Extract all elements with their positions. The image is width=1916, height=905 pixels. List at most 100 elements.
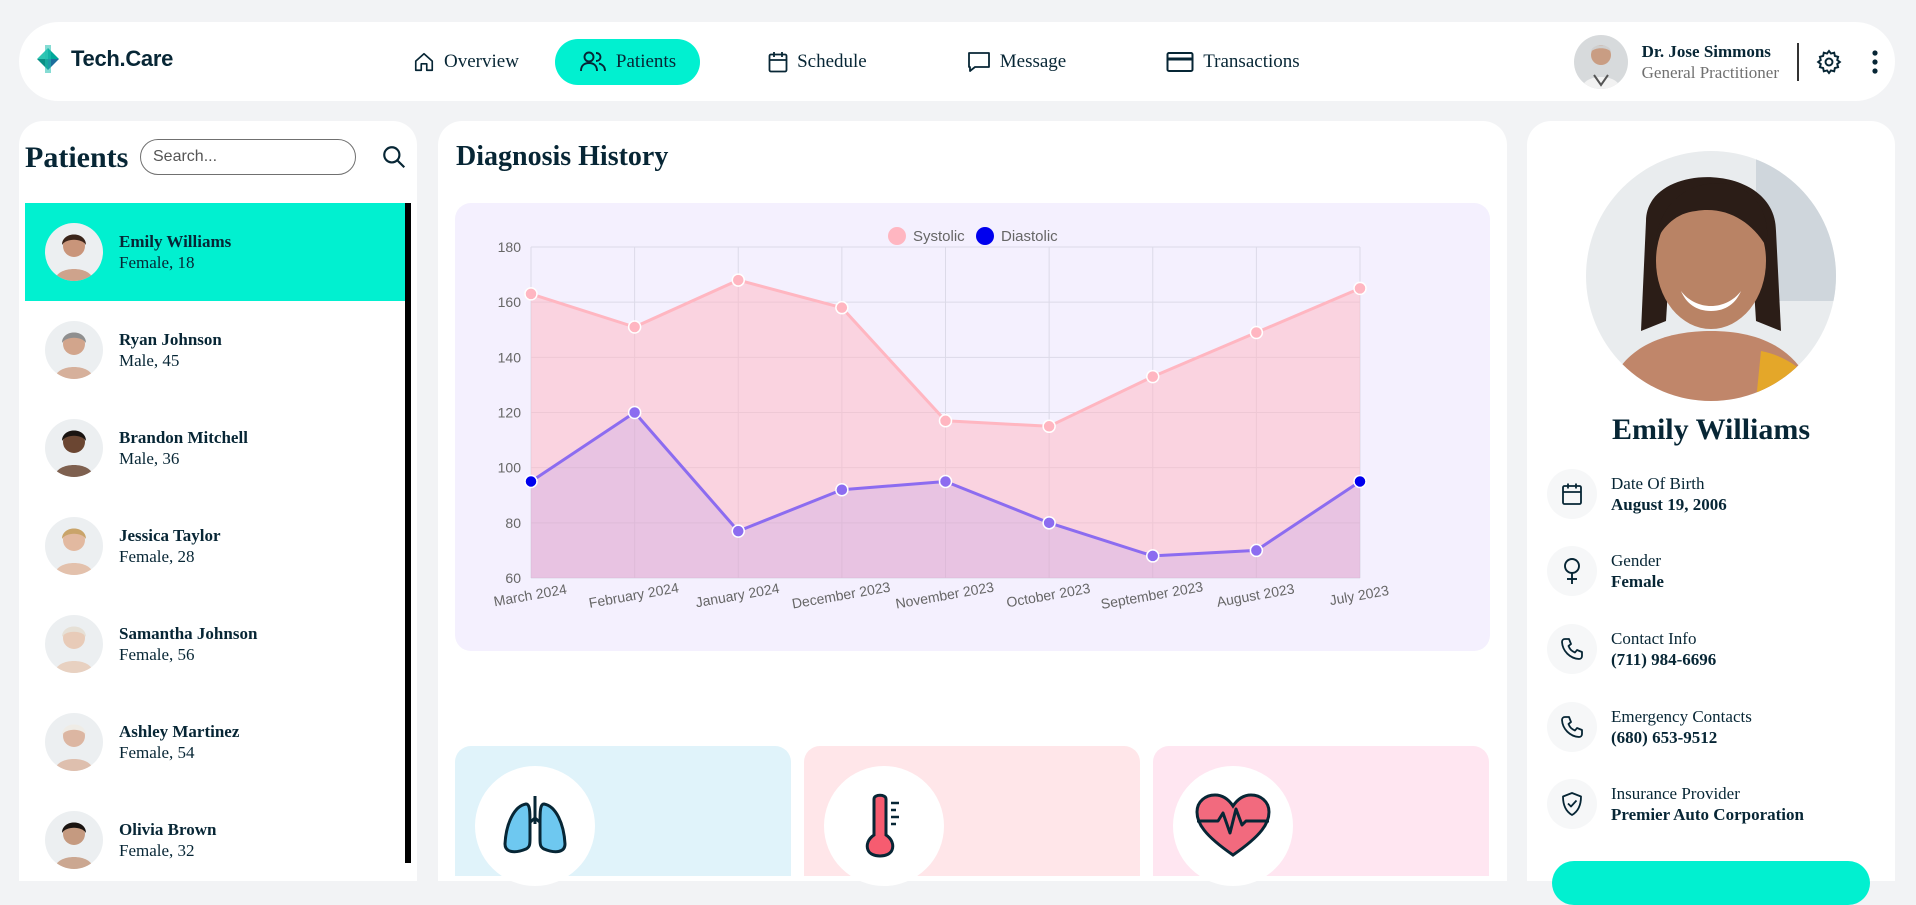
dob-value: August 19, 2006: [1611, 495, 1727, 514]
patient-name: Samantha Johnson: [119, 624, 258, 643]
nav-schedule[interactable]: Schedule: [744, 39, 891, 85]
info-row-contact: Contact Info (711) 984-6696: [1547, 624, 1716, 674]
y-tick-label: 60: [505, 570, 521, 586]
search-button[interactable]: [381, 144, 407, 175]
female-icon: [1564, 558, 1580, 584]
info-row-emergency: Emergency Contacts (680) 653-9512: [1547, 702, 1752, 752]
patient-list-item[interactable]: Ashley Martinez Female, 54: [25, 693, 405, 791]
logo-text: Tech.Care: [71, 46, 174, 71]
insurance-value: Premier Auto Corporation: [1611, 805, 1804, 824]
data-point-diastolic: [627, 405, 642, 420]
blood-pressure-chart-card: 60 80 100 120 140 160 180 March 2024 February 20…: [455, 203, 1490, 651]
y-tick-label: 160: [498, 294, 522, 310]
settings-button[interactable]: [1815, 48, 1843, 76]
doctor-avatar[interactable]: [1573, 35, 1628, 89]
more-options-button[interactable]: [1869, 48, 1881, 76]
data-point-systolic: [627, 320, 642, 334]
info-icon-wrap: [1547, 779, 1597, 829]
x-tick-label: January 2024: [694, 580, 781, 611]
info-row-insurance: Insurance Provider Premier Auto Corporat…: [1547, 779, 1804, 829]
data-point-systolic: [835, 300, 849, 315]
doctor-name: Dr. Jose Simmons: [1641, 42, 1771, 61]
patient-avatar: [45, 615, 103, 673]
patient-profile-panel: Emily Williams Date Of Birth August 19, …: [1527, 121, 1895, 905]
data-point-diastolic: [835, 482, 849, 497]
patient-list-item[interactable]: Brandon Mitchell Male, 36: [25, 399, 405, 497]
legend-marker-diastolic: [976, 227, 994, 245]
logo-icon: [37, 45, 59, 73]
nav-message[interactable]: Message: [943, 39, 1090, 85]
patient-name: Emily Williams: [1611, 413, 1811, 446]
legend-label-systolic: Systolic: [913, 228, 965, 245]
calendar-icon: [1562, 483, 1582, 505]
y-tick-label: 140: [498, 349, 522, 365]
x-tick-label: October 2023: [1005, 580, 1092, 611]
x-tick-label: September 2023: [1100, 578, 1205, 612]
patient-list-scrollbar[interactable]: [405, 203, 411, 863]
heart-icon: [1195, 793, 1271, 857]
y-tick-label: 120: [498, 405, 522, 421]
patient-gender-age: Female, 54: [119, 743, 195, 762]
patient-gender-age: Male, 45: [119, 351, 180, 370]
info-icon-wrap: [1547, 624, 1597, 674]
patient-name: Ashley Martinez: [119, 722, 240, 741]
x-tick-label: November 2023: [894, 579, 995, 612]
patient-avatar: [45, 713, 103, 771]
y-tick-label: 180: [498, 239, 522, 255]
data-point-diastolic: [731, 524, 745, 538]
legend-marker-systolic: [888, 227, 906, 245]
data-point-diastolic: [1249, 543, 1264, 558]
patient-list-item[interactable]: Olivia Brown Female, 32: [25, 791, 405, 881]
data-point-diastolic: [1146, 549, 1160, 563]
phone-icon: [1561, 638, 1583, 660]
shield-icon: [1562, 792, 1582, 816]
y-tick-label: 100: [498, 460, 522, 476]
divider: [1797, 43, 1799, 81]
info-row-dob: Date Of Birth August 19, 2006: [1547, 469, 1727, 519]
search-icon: [383, 146, 406, 169]
patient-list-item[interactable]: Emily Williams Female, 18: [25, 203, 405, 301]
show-all-information-button[interactable]: [1552, 861, 1870, 905]
home-icon: [414, 52, 434, 72]
patient-avatar: [45, 811, 103, 869]
patient-list-item[interactable]: Jessica Taylor Female, 28: [25, 497, 405, 595]
data-point-diastolic: [1353, 474, 1367, 489]
contact-value: (711) 984-6696: [1611, 650, 1717, 669]
heart-icon-circle: [1173, 766, 1293, 886]
phone-icon: [1561, 716, 1583, 738]
patient-gender-age: Male, 36: [119, 449, 180, 468]
data-point-systolic: [1042, 419, 1056, 434]
data-point-diastolic: [938, 474, 953, 489]
insurance-label: Insurance Provider: [1611, 784, 1740, 803]
diagnosis-title: Diagnosis History: [456, 141, 669, 172]
nav-patients-label: Patients: [615, 51, 677, 72]
dob-label: Date Of Birth: [1611, 474, 1705, 493]
patients-panel: Patients Emily Williams Female, 18 Ryan Jo…: [19, 121, 417, 881]
patient-gender-age: Female, 56: [119, 645, 195, 664]
blood-pressure-chart: 60 80 100 120 140 160 180 March 2024 February 20…: [492, 227, 1390, 612]
temperature-card: [804, 746, 1140, 886]
info-icon-wrap: [1547, 702, 1597, 752]
chat-icon: [967, 52, 990, 72]
search-input[interactable]: [140, 139, 356, 175]
nav-transactions[interactable]: Transactions: [1142, 39, 1323, 85]
thermometer-icon: [865, 793, 899, 858]
info-icon-wrap: [1547, 546, 1597, 596]
x-tick-label: July 2023: [1328, 582, 1390, 608]
logo[interactable]: Tech.Care: [31, 42, 173, 76]
nav-message-label: Message: [999, 51, 1067, 72]
patient-avatar: [45, 223, 103, 281]
calendar-icon: [768, 52, 788, 73]
users-icon: [579, 51, 606, 72]
x-tick-label: December 2023: [791, 579, 892, 612]
nav-overview[interactable]: Overview: [389, 39, 543, 85]
patient-list-item[interactable]: Samantha Johnson Female, 56: [25, 595, 405, 693]
nav-patients[interactable]: Patients: [554, 39, 701, 85]
doctor-role: General Practitioner: [1641, 63, 1779, 82]
patient-list-item[interactable]: Ryan Johnson Male, 45: [25, 301, 405, 399]
data-point-systolic: [938, 414, 953, 428]
data-point-systolic: [1146, 369, 1160, 384]
patient-photo: [1586, 151, 1836, 401]
info-icon-wrap: [1547, 469, 1597, 519]
doctor-profile: Dr. Jose Simmons General Practitioner: [1573, 34, 1881, 90]
